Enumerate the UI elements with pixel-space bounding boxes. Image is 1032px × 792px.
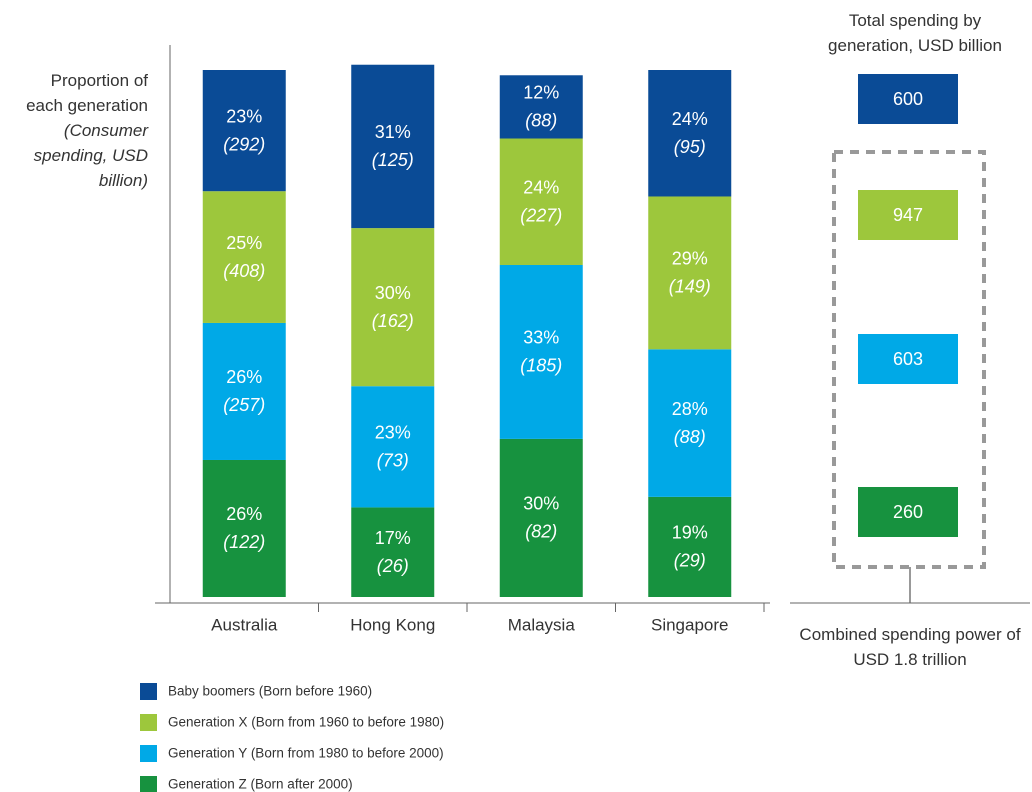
- spending-label: (95): [674, 137, 706, 157]
- value-label: 17%: [375, 528, 411, 548]
- bar-segment: [499, 438, 583, 597]
- bar-segment: [202, 191, 286, 323]
- spending-label: (122): [223, 532, 265, 552]
- bar-segment: [499, 138, 583, 265]
- value-label: 33%: [523, 328, 559, 348]
- total-value: 947: [893, 205, 923, 225]
- total-value: 600: [893, 89, 923, 109]
- spending-label: (149): [669, 277, 711, 297]
- value-label: 25%: [226, 233, 262, 253]
- legend-swatch: [140, 714, 157, 731]
- spending-label: (73): [377, 451, 409, 471]
- x-tick-label: Singapore: [651, 615, 729, 634]
- legend-swatch: [140, 683, 157, 700]
- bar-segment: [351, 228, 435, 387]
- legend-swatch: [140, 745, 157, 762]
- total-box: [858, 74, 958, 124]
- legend-label: Generation Y (Born from 1980 to before 2…: [168, 746, 444, 761]
- bar-segment: [351, 507, 435, 597]
- spending-label: (185): [520, 356, 562, 376]
- bar-segment: [202, 70, 286, 192]
- bar-segment: [648, 70, 732, 197]
- y-label: Proportion of each generation (Consumer …: [20, 68, 148, 193]
- total-box: [858, 487, 958, 537]
- bar-segment: [351, 386, 435, 508]
- spending-label: (88): [525, 111, 557, 131]
- total-box: [858, 334, 958, 384]
- value-label: 23%: [226, 106, 262, 126]
- y-label-text: Proportion of each generation: [26, 71, 148, 115]
- totals-title: Total spending by generation, USD billio…: [828, 11, 1002, 55]
- value-label: 30%: [523, 494, 559, 514]
- value-label: 30%: [375, 283, 411, 303]
- y-label-note: (Consumer spending, USD billion): [33, 121, 148, 190]
- value-label: 26%: [226, 504, 262, 524]
- bar-segment: [499, 264, 583, 439]
- value-label: 24%: [523, 178, 559, 198]
- spending-label: (227): [520, 206, 562, 226]
- legend-label: Baby boomers (Born before 1960): [168, 684, 372, 699]
- spending-label: (82): [525, 522, 557, 542]
- value-label: 24%: [672, 109, 708, 129]
- x-tick-label: Hong Kong: [350, 615, 435, 634]
- spending-label: (257): [223, 395, 265, 415]
- total-value: 260: [893, 502, 923, 522]
- spending-label: (88): [674, 427, 706, 447]
- annotation: Combined spending power of USD 1.8 trill…: [799, 625, 1021, 669]
- x-tick-label: Australia: [211, 615, 278, 634]
- spending-label: (29): [674, 551, 706, 571]
- spending-label: (292): [223, 134, 265, 154]
- bar-segment: [648, 196, 732, 350]
- value-label: 29%: [672, 249, 708, 269]
- bar-segment: [648, 496, 732, 597]
- value-label: 12%: [523, 83, 559, 103]
- legend-swatch: [140, 776, 157, 792]
- spending-label: (26): [377, 556, 409, 576]
- spending-label: (125): [372, 150, 414, 170]
- bar-segment: [202, 322, 286, 460]
- bar-segment: [499, 75, 583, 139]
- value-label: 19%: [672, 523, 708, 543]
- total-value: 603: [893, 349, 923, 369]
- value-label: 31%: [375, 122, 411, 142]
- spending-label: (408): [223, 261, 265, 281]
- x-tick-label: Malaysia: [508, 615, 576, 634]
- value-label: 23%: [375, 423, 411, 443]
- legend-label: Generation Z (Born after 2000): [168, 777, 353, 792]
- total-box: [858, 190, 958, 240]
- value-label: 26%: [226, 367, 262, 387]
- bar-segment: [351, 64, 435, 229]
- bar-segment: [202, 459, 286, 597]
- spending-label: (162): [372, 311, 414, 331]
- legend-label: Generation X (Born from 1960 to before 1…: [168, 715, 444, 730]
- bar-segment: [648, 349, 732, 497]
- value-label: 28%: [672, 399, 708, 419]
